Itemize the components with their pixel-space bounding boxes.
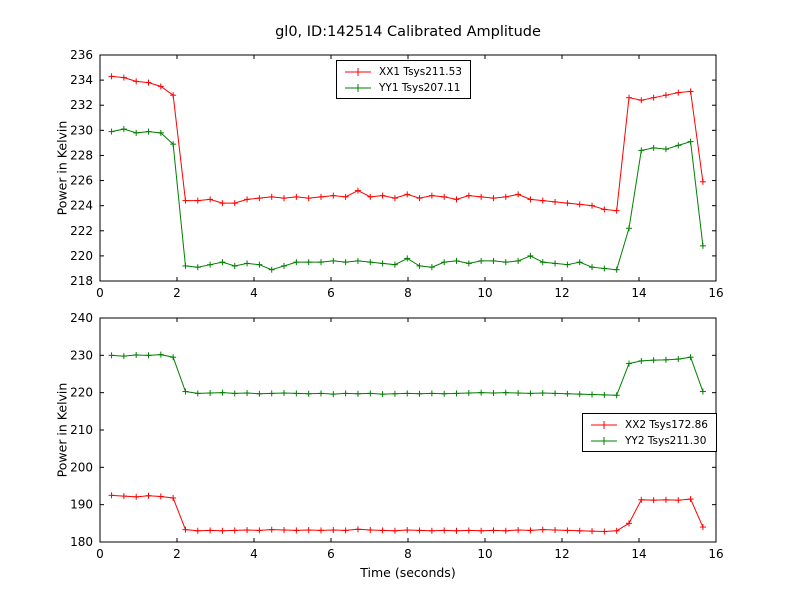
x-tick-label: 8 [404,547,412,561]
x-axis-label: Time (seconds) [360,565,456,580]
x-tick-label: 6 [327,547,335,561]
x-tick-label: 6 [327,286,335,300]
legend-label: YY1 Tsys207.11 [379,81,461,94]
y-tick-label: 180 [70,535,93,549]
line-plus-marker-icon [345,67,371,76]
line-plus-marker-icon [345,83,371,92]
x-tick-label: 16 [708,547,723,561]
legend-top: XX1 Tsys211.53 YY1 Tsys207.11 [336,60,471,99]
x-tick-label: 2 [173,547,181,561]
x-tick-label: 0 [96,547,104,561]
x-tick-label: 16 [708,286,723,300]
y-tick-label: 190 [70,498,93,512]
x-tick-label: 12 [554,286,569,300]
series-line [111,494,704,533]
x-tick-label: 12 [554,547,569,561]
legend-entry-yy2: YY2 Tsys211.30 [589,433,708,448]
y-tick-label: 220 [70,249,93,263]
y-tick-label: 230 [70,348,93,362]
series-line [111,354,704,396]
y-tick-label: 240 [70,311,93,325]
y-tick-label: 224 [70,199,93,213]
x-tick-label: 8 [404,286,412,300]
y-tick-label: 200 [70,460,93,474]
y-tick-label: 210 [70,423,93,437]
y-tick-label: 220 [70,386,93,400]
legend-entry-xx1: XX1 Tsys211.53 [343,64,462,79]
y-tick-label: 236 [70,48,93,62]
legend-bottom: XX2 Tsys172.86 YY2 Tsys211.30 [582,413,717,452]
y-tick-label: 228 [70,148,93,162]
y-tick-label: 230 [70,123,93,137]
y-tick-label: 226 [70,174,93,188]
legend-label: YY2 Tsys211.30 [625,434,707,447]
y-tick-label: 222 [70,224,93,238]
x-tick-label: 10 [477,286,492,300]
legend-entry-xx2: XX2 Tsys172.86 [589,417,708,432]
legend-label: XX2 Tsys172.86 [625,418,708,431]
x-tick-label: 0 [96,286,104,300]
line-plus-marker-icon [591,436,617,445]
y-tick-label: 218 [70,274,93,288]
y-tick-label: 234 [70,73,93,87]
chart-title: gl0, ID:142514 Calibrated Amplitude [275,24,541,40]
line-plus-marker-icon [591,420,617,429]
x-tick-label: 4 [250,547,258,561]
legend-entry-yy1: YY1 Tsys207.11 [343,80,462,95]
x-tick-label: 14 [631,286,646,300]
x-tick-label: 2 [173,286,181,300]
legend-label: XX1 Tsys211.53 [379,65,462,78]
y-tick-label: 232 [70,98,93,112]
series-line [111,128,704,271]
x-tick-label: 10 [477,547,492,561]
x-tick-label: 4 [250,286,258,300]
x-tick-label: 14 [631,547,646,561]
